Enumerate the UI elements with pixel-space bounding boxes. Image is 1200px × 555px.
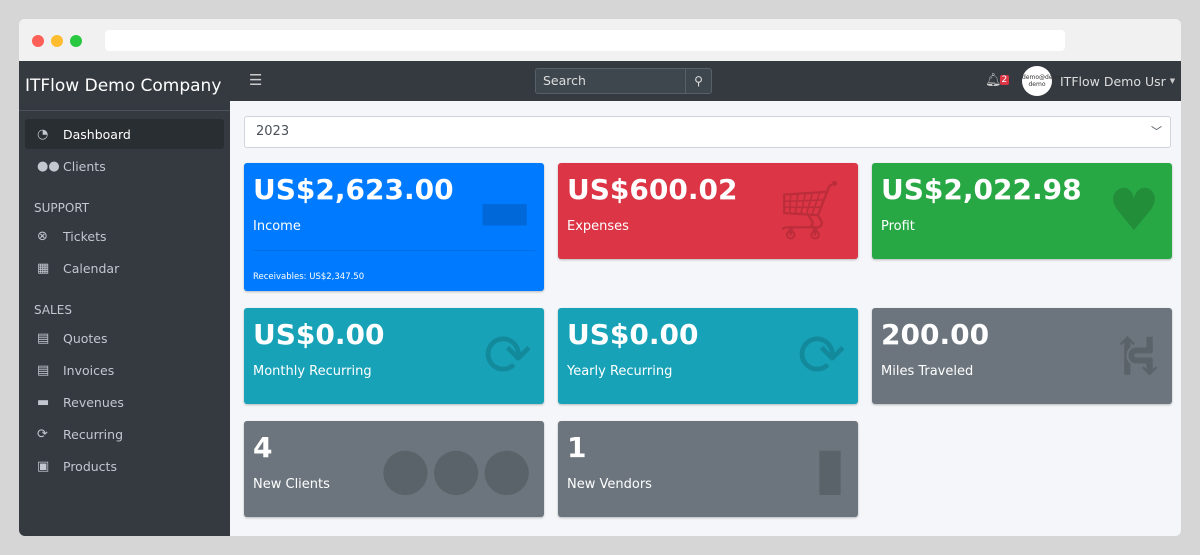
sidebar-item-label: Dashboard — [63, 126, 131, 142]
tachometer-icon: ◔ — [37, 126, 49, 142]
sidebar-item-recurring[interactable]: ⟳ Recurring — [25, 419, 224, 449]
credit-card-icon: ▬ — [37, 394, 50, 410]
brand-link[interactable]: ITFlow Demo Company — [19, 61, 230, 111]
avatar: demo@demo demo — [1022, 66, 1062, 96]
card-footer: Receivables: US$2,347.50 — [253, 250, 535, 291]
sidebar-item-label: Calendar — [63, 260, 120, 276]
year-select-value: 2023 — [256, 124, 290, 139]
stat-card-yearly-recurring[interactable]: US$0.00 Yearly Recurring ⟳ — [558, 308, 858, 404]
stat-card-monthly-recurring[interactable]: US$0.00 Monthly Recurring ⟳ — [244, 308, 544, 404]
stat-label: Income — [253, 219, 301, 234]
sidebar-header-sales: SALES — [34, 303, 72, 317]
browser-titlebar — [19, 19, 1181, 61]
stat-value: US$0.00 — [567, 318, 699, 351]
caret-down-icon: ▼ — [1169, 77, 1176, 85]
sidebar-item-revenues[interactable]: ▬ Revenues — [25, 387, 224, 417]
stat-card-profit[interactable]: US$2,022.98 Profit ♥ — [872, 163, 1172, 259]
credit-card-icon: ▬ — [477, 176, 532, 244]
sidebar-item-products[interactable]: ▣ Products — [25, 451, 224, 481]
route-icon: ⛕ — [1116, 321, 1160, 389]
avatar-text: demo@demo demo — [1022, 74, 1063, 88]
heart-icon: ♥ — [1108, 176, 1160, 244]
stat-label: New Clients — [253, 477, 330, 492]
sidebar-item-tickets[interactable]: ⊗ Tickets — [25, 221, 224, 251]
stat-label: Miles Traveled — [881, 364, 974, 379]
sidebar-item-label: Quotes — [63, 330, 108, 346]
sidebar-item-dashboard[interactable]: ◔ Dashboard — [25, 119, 224, 149]
year-select[interactable]: 2023 ﹀ — [244, 116, 1171, 148]
search-icon: ⚲ — [694, 74, 703, 88]
cart-icon: 🛒︎ — [772, 176, 846, 244]
users-icon: ●●● — [380, 434, 532, 502]
bell-icon: 🔔︎ — [985, 73, 1002, 88]
sidebar-item-invoices[interactable]: ▤ Invoices — [25, 355, 224, 385]
notifications-button[interactable]: 🔔︎2 — [985, 73, 1010, 88]
box-icon: ▣ — [37, 458, 50, 474]
stat-label: Yearly Recurring — [567, 364, 673, 379]
stat-value: 1 — [567, 431, 587, 464]
stat-card-miles-traveled[interactable]: 200.00 Miles Traveled ⛕ — [872, 308, 1172, 404]
hamburger-menu-icon[interactable]: ☰ — [249, 71, 263, 89]
sidebar-item-label: Recurring — [63, 426, 123, 442]
top-navbar: ☰ Search ⚲ 🔔︎2 demo@demo demo ITFlow Dem… — [230, 61, 1181, 101]
stat-label: Profit — [881, 219, 915, 234]
stat-card-expenses[interactable]: US$600.02 Expenses 🛒︎ — [558, 163, 858, 259]
chevron-down-icon: ﹀ — [1151, 125, 1162, 138]
stat-value: US$600.02 — [567, 173, 738, 206]
user-menu[interactable]: demo@demo demo ITFlow Demo Usr ▼ — [1022, 66, 1175, 96]
sidebar-header-support: SUPPORT — [34, 201, 90, 215]
life-ring-icon: ⊗ — [37, 228, 48, 244]
receivables-text: Receivables: US$2,347.50 — [253, 272, 365, 282]
search-placeholder: Search — [543, 73, 586, 88]
stat-card-new-vendors[interactable]: 1 New Vendors ▮ — [558, 421, 858, 517]
stat-card-income[interactable]: US$2,623.00 Income ▬ Receivables: US$2,347.… — [244, 163, 544, 291]
stat-value: US$2,022.98 — [881, 173, 1082, 206]
stat-label: Expenses — [567, 219, 629, 234]
sidebar-item-label: Tickets — [63, 228, 107, 244]
maximize-window-button[interactable] — [70, 35, 82, 47]
stat-value: US$0.00 — [253, 318, 385, 351]
minimize-window-button[interactable] — [51, 35, 63, 47]
users-icon: ●● — [37, 158, 60, 174]
sidebar-item-clients[interactable]: ●● Clients — [25, 151, 224, 181]
file-icon: ▤ — [37, 330, 50, 346]
sidebar-item-label: Invoices — [63, 362, 115, 378]
stat-label: New Vendors — [567, 477, 652, 492]
building-icon: ▮ — [814, 434, 846, 502]
close-window-button[interactable] — [32, 35, 44, 47]
sidebar-item-label: Revenues — [63, 394, 124, 410]
stat-value: 200.00 — [881, 318, 990, 351]
sidebar-item-label: Clients — [63, 158, 106, 174]
sync-icon: ⟳ — [37, 426, 48, 442]
stat-value: 4 — [253, 431, 273, 464]
sync-icon: ⟳ — [483, 321, 532, 389]
stat-value: US$2,623.00 — [253, 173, 454, 206]
search-input[interactable]: Search ⚲ — [535, 68, 712, 94]
sync-icon: ⟳ — [797, 321, 846, 389]
dashboard-content: 2023 ﹀ US$2,623.00 Income ▬ Receivables: US$… — [230, 101, 1181, 536]
search-button[interactable]: ⚲ — [685, 69, 711, 93]
file-invoice-icon: ▤ — [37, 362, 50, 378]
sidebar-item-quotes[interactable]: ▤ Quotes — [25, 323, 224, 353]
browser-window: ITFlow Demo Company ◔ Dashboard ●● Clients… — [19, 19, 1181, 536]
stat-card-new-clients[interactable]: 4 New Clients ●●● — [244, 421, 544, 517]
sidebar-item-label: Products — [63, 458, 117, 474]
sidebar: ITFlow Demo Company ◔ Dashboard ●● Clients… — [19, 61, 230, 536]
user-name: ITFlow Demo Usr — [1060, 73, 1166, 89]
notification-badge: 2 — [999, 75, 1010, 85]
address-bar[interactable] — [105, 30, 1065, 51]
stat-label: Monthly Recurring — [253, 364, 372, 379]
sidebar-item-calendar[interactable]: ▦ Calendar — [25, 253, 224, 283]
calendar-icon: ▦ — [37, 260, 50, 276]
